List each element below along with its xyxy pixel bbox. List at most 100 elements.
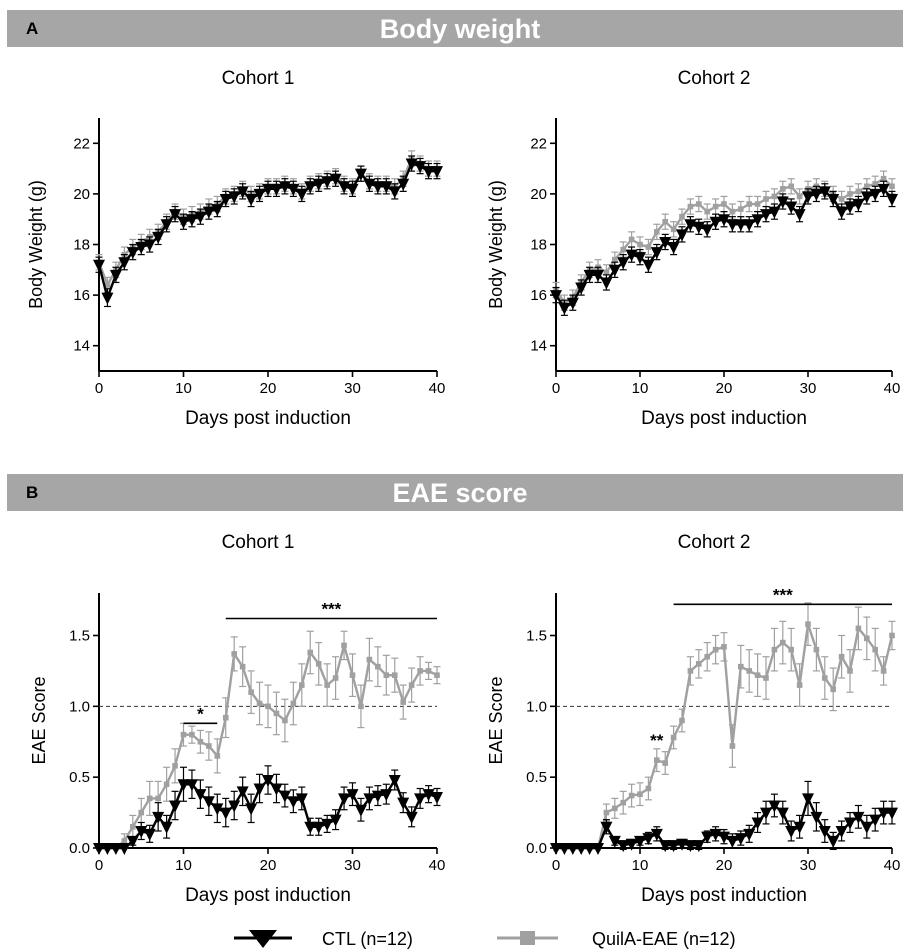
data-point: [793, 821, 806, 834]
data-point: [270, 183, 283, 196]
data-point: [346, 789, 359, 802]
data-point: [880, 175, 887, 182]
data-point: [701, 831, 714, 844]
data-point: [788, 183, 794, 190]
data-point: [425, 668, 432, 674]
data-point: [228, 191, 241, 204]
data-point: [214, 753, 221, 759]
x-tick-label: 20: [260, 857, 277, 874]
data-point: [349, 672, 356, 678]
data-point: [738, 663, 744, 670]
data-point: [329, 814, 342, 827]
data-point: [603, 809, 610, 816]
data-point: [417, 668, 423, 674]
data-point: [408, 682, 415, 688]
series-quila-eae: [96, 630, 441, 851]
data-point: [354, 168, 367, 181]
data-point: [818, 186, 831, 199]
data-point: [760, 209, 772, 222]
panel-letter-a: A: [26, 19, 38, 38]
data-point: [734, 219, 747, 232]
data-point: [321, 176, 334, 189]
x-tick-label: 10: [632, 857, 649, 874]
data-point: [566, 297, 579, 310]
data-point: [189, 731, 195, 738]
data-point: [628, 792, 635, 799]
data-point: [118, 257, 131, 270]
data-point: [194, 211, 207, 224]
y-tick-label: 14: [73, 338, 90, 355]
data-point: [146, 795, 153, 802]
data-point: [852, 811, 865, 824]
data-point: [422, 166, 435, 179]
data-point: [236, 186, 249, 199]
data-point: [810, 811, 823, 824]
data-point: [751, 214, 764, 227]
data-point: [869, 188, 882, 201]
data-point: [256, 700, 263, 707]
data-point: [776, 807, 789, 820]
data-point: [600, 277, 613, 290]
data-point: [600, 821, 613, 834]
data-point: [431, 792, 443, 804]
data-point: [163, 781, 170, 788]
data-point: [712, 203, 719, 210]
data-point: [93, 843, 105, 855]
data-point: [712, 646, 719, 653]
data-point: [299, 682, 305, 688]
significance-label: ***: [773, 585, 793, 604]
series-quila-eae: [553, 602, 896, 851]
data-point: [620, 799, 626, 806]
data-point: [550, 290, 562, 303]
data-point: [818, 826, 831, 838]
x-tick-label: 0: [95, 380, 103, 397]
data-point: [763, 675, 769, 681]
data-point: [650, 247, 663, 260]
data-point: [245, 803, 258, 816]
data-point: [844, 817, 856, 830]
data-point: [785, 201, 798, 214]
x-tick-label: 40: [429, 380, 446, 397]
data-point: [889, 632, 895, 639]
data-point: [278, 790, 291, 803]
data-point: [738, 206, 744, 212]
data-point: [872, 180, 878, 187]
data-point: [185, 779, 198, 792]
data-point: [126, 247, 139, 260]
data-point: [130, 823, 136, 830]
chart-title: Cohort 1: [222, 532, 295, 553]
data-point: [642, 259, 655, 272]
data-point: [692, 840, 705, 853]
data-point: [388, 775, 401, 787]
data-point: [847, 668, 853, 674]
data-point: [889, 183, 895, 190]
data-point: [180, 731, 187, 738]
data-point: [101, 843, 114, 855]
y-tick-label: 20: [73, 186, 90, 203]
data-point: [160, 821, 173, 834]
data-point: [654, 757, 660, 763]
data-point: [414, 161, 427, 174]
y-tick-label: 0.5: [526, 769, 547, 786]
data-point: [754, 201, 761, 207]
data-point: [603, 269, 610, 276]
data-point: [121, 838, 128, 844]
data-point: [847, 191, 853, 197]
data-point: [253, 783, 266, 796]
data-point: [844, 201, 856, 214]
significance-label: *: [197, 704, 204, 723]
data-point: [617, 257, 630, 270]
data-point: [143, 828, 156, 841]
data-point: [383, 672, 390, 678]
data-point: [670, 734, 677, 741]
data-point: [852, 199, 865, 212]
data-point: [617, 840, 630, 853]
y-tick-label: 20: [530, 186, 547, 203]
data-point: [380, 789, 393, 802]
data-point: [785, 826, 798, 838]
y-axis-label: EAE Score: [29, 676, 49, 764]
x-tick-label: 40: [884, 380, 901, 397]
data-point: [827, 835, 840, 848]
data-point: [354, 804, 367, 817]
data-point: [608, 835, 621, 848]
